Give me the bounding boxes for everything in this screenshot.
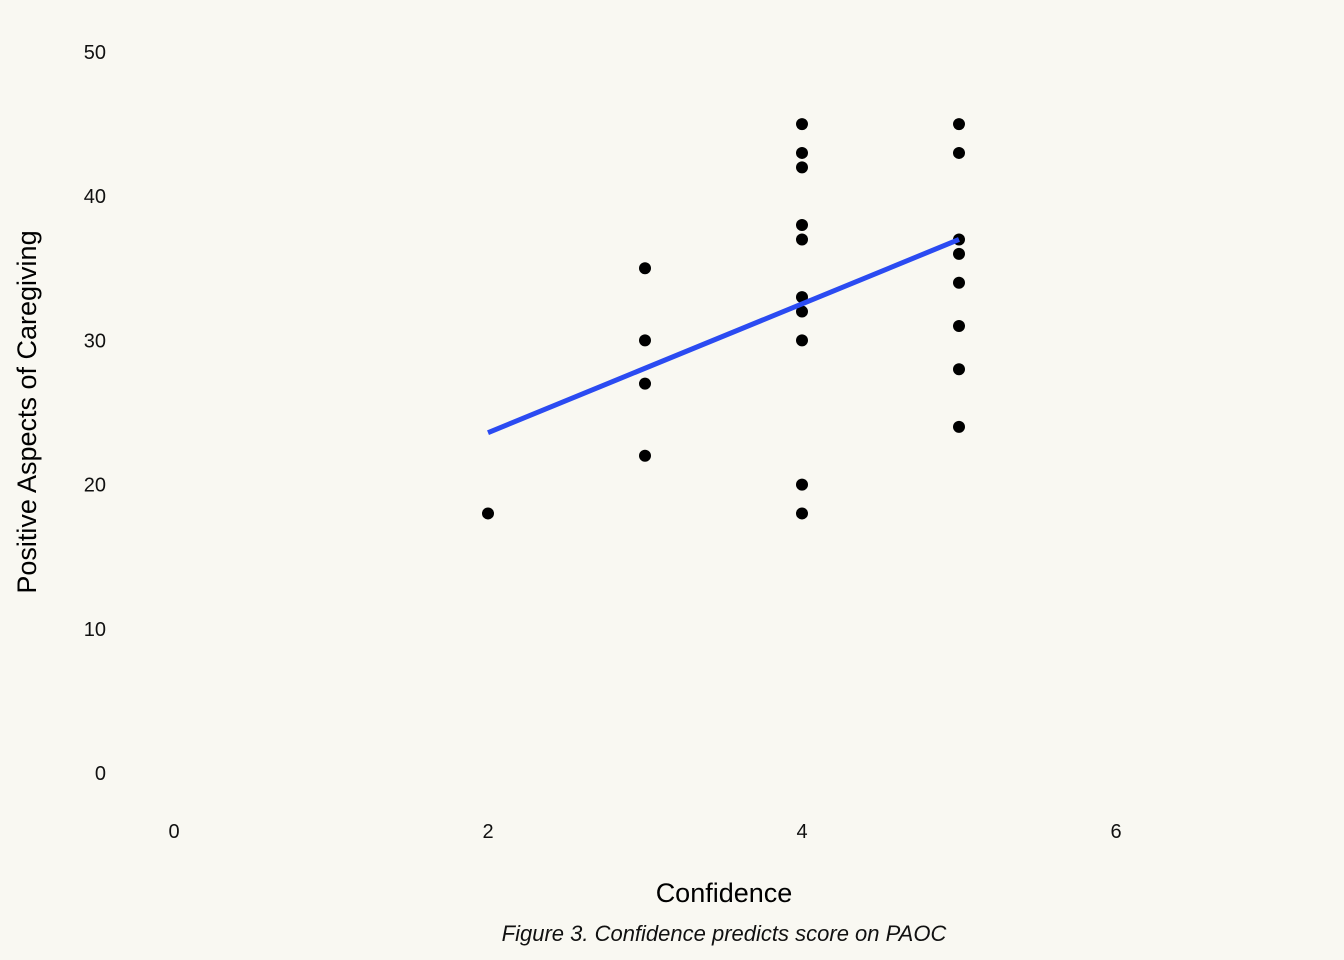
data-point: [796, 478, 808, 491]
data-point: [639, 377, 651, 390]
x-tick-label-0: 0: [168, 821, 179, 843]
data-point: [953, 420, 965, 433]
data-point: [639, 262, 651, 275]
data-point: [953, 276, 965, 289]
y-tick-label-50: 50: [84, 42, 106, 64]
x-tick-label-4: 4: [796, 821, 807, 843]
data-point: [953, 146, 965, 159]
data-point: [639, 449, 651, 462]
y-axis-ticks: 0 10 20 30 40 50: [84, 42, 106, 785]
data-points: [482, 118, 965, 520]
data-point: [953, 118, 965, 131]
figure-caption: Figure 3. Confidence predicts score on P…: [502, 921, 947, 946]
data-point: [796, 146, 808, 159]
trend-line-group: [487, 237, 960, 436]
data-point: [796, 305, 808, 318]
y-axis-title: Positive Aspects of Caregiving: [12, 230, 42, 593]
data-point: [796, 118, 808, 131]
y-tick-label-20: 20: [84, 475, 106, 497]
data-point: [953, 363, 965, 376]
x-tick-label-6: 6: [1110, 821, 1121, 843]
y-tick-label-40: 40: [84, 186, 106, 208]
data-point: [796, 334, 808, 347]
data-point: [796, 507, 808, 520]
data-point: [796, 233, 808, 246]
data-point: [953, 319, 965, 332]
y-tick-label-0: 0: [95, 763, 106, 785]
data-point: [639, 334, 651, 347]
x-tick-label-2: 2: [482, 821, 493, 843]
data-point: [796, 219, 808, 232]
data-point: [953, 247, 965, 260]
y-tick-label-30: 30: [84, 330, 106, 352]
data-point: [482, 507, 494, 520]
trend-line: [487, 237, 960, 436]
data-point: [796, 161, 808, 174]
x-axis-ticks: 0 2 4 6: [168, 821, 1121, 843]
x-axis-title: Confidence: [656, 878, 793, 908]
y-tick-label-10: 10: [84, 619, 106, 641]
